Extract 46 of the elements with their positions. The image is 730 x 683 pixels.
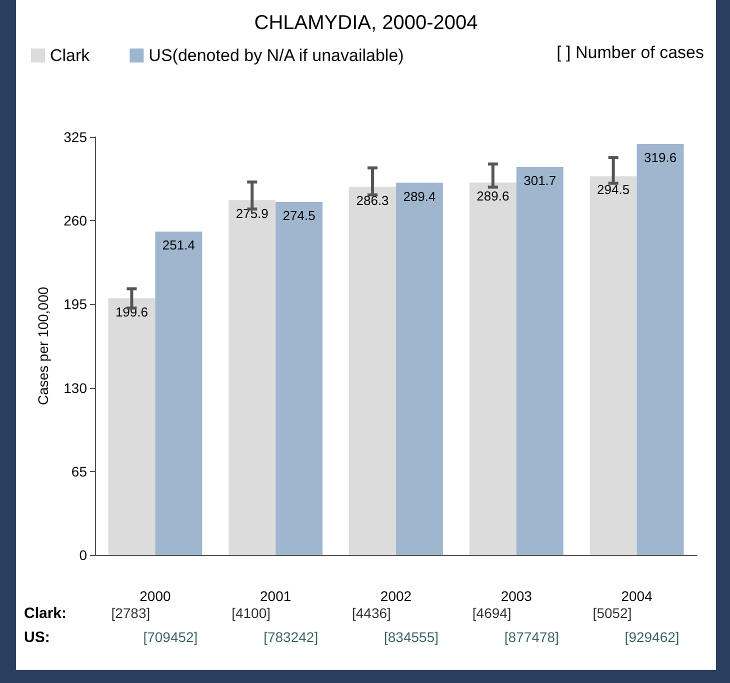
bar [636,144,684,555]
text: [929462] [624,629,680,645]
text: [2783] [111,605,150,621]
text: [5052] [592,605,632,621]
y-tick-label: 0 [79,547,88,563]
text: [4100] [232,605,271,621]
text: [783242] [264,629,318,645]
x-tick-label: 2000 [140,588,171,604]
data-label: 319.6 [644,150,677,165]
text: [834555] [384,629,438,645]
data-label: 301.7 [524,172,556,188]
x-tick-label: 2001 [260,588,292,604]
data-label: 289.4 [403,188,436,204]
bar [155,232,202,555]
bar [590,176,637,555]
text: [877478] [504,629,559,645]
bar [396,182,443,555]
x-tick-label: 2003 [500,588,532,604]
legend-label: US(denoted by N/A if unavailable) [148,46,404,65]
y-axis-title: Cases per 100,000 [35,286,51,406]
bar [228,200,276,555]
y-tick-label: 65 [71,463,88,480]
bar [516,166,564,555]
bar [276,202,323,555]
x-tick-label: 2004 [621,588,653,604]
text: [4436] [352,605,391,621]
text: [709452] [143,629,198,645]
text: [ ] Number of cases [556,43,704,62]
bar [349,186,396,555]
data-label: 286.3 [356,192,389,208]
y-tick-label: 195 [64,296,88,312]
bar [469,182,516,555]
data-label: 289.6 [476,188,510,204]
text: [4694] [472,605,512,621]
chart-title: CHLAMYDIA, 2000-2004 [254,12,478,34]
data-label: 294.5 [597,182,630,198]
bar [108,298,156,555]
text: US: [24,629,50,646]
y-tick-label: 325 [64,129,88,145]
y-tick-label: 260 [64,212,88,229]
y-tick-label: 130 [64,380,88,396]
data-label: 251.4 [162,238,195,253]
legend-label: Clark [50,46,90,65]
text: Clark: [24,605,67,622]
x-tick-label: 2002 [380,588,412,604]
data-label: 274.5 [282,208,316,223]
